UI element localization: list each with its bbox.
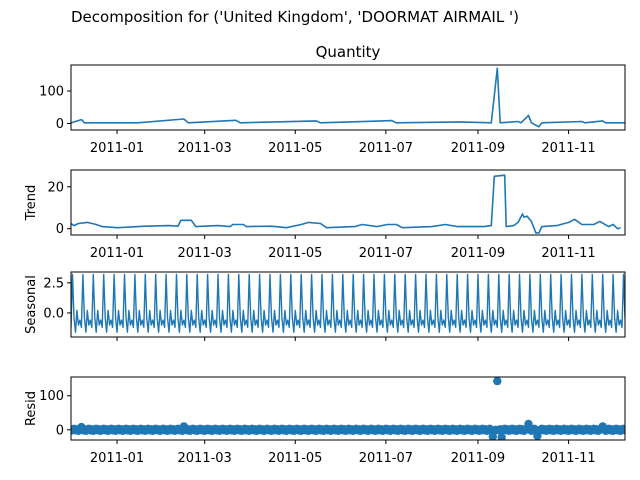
- subplot-2: 0 20 2011-01 2011-03 2011-05 2011-07 2011-09 20…: [24, 169, 626, 261]
- plot-area: [71, 67, 625, 128]
- subplot-1: 0 100 2011-01 2011-03 2011-05 2011-07 2011-09 2…: [39, 43, 626, 156]
- y-axis-label: Resid: [24, 391, 39, 426]
- x-tick-label: 2011-11: [541, 451, 595, 466]
- subplot-4: 0 100 2011-01 2011-03 2011-05 2011-07 2011-09 2…: [24, 376, 626, 466]
- x-tick-label: 2011-01: [90, 246, 144, 261]
- x-tick-label: 2011-01: [90, 141, 144, 156]
- series-line: [71, 273, 625, 333]
- x-tick-label: 2011-07: [359, 246, 413, 261]
- axes-frame: [70, 271, 626, 338]
- plot-area: [71, 377, 625, 440]
- y-tick-label: 0: [56, 423, 64, 438]
- x-tick-label: 2011-05: [268, 141, 322, 156]
- y-tick-label: 0: [56, 222, 64, 237]
- x-tick-label: 2011-03: [178, 246, 232, 261]
- y-tick-label: 0.0: [43, 306, 64, 321]
- resid-point: [620, 426, 625, 435]
- axes-frame: [70, 376, 626, 441]
- x-tick-label: 2011-05: [268, 246, 322, 261]
- y-axis-label: Trend: [24, 185, 39, 222]
- resid-point: [493, 377, 502, 386]
- x-tick-label: 2011-09: [451, 451, 505, 466]
- resid-point: [497, 433, 506, 440]
- y-tick-label: 100: [39, 389, 64, 404]
- x-tick-label: 2011-11: [541, 141, 595, 156]
- y-axis-label: Seasonal: [24, 275, 39, 334]
- y-tick-label: 20: [47, 180, 64, 195]
- series-line: [71, 174, 621, 234]
- subplot-3: 0.0 2.5 Seasonal: [24, 271, 626, 341]
- plot-area: [71, 174, 621, 234]
- x-tick-label: 2011-09: [451, 246, 505, 261]
- axes-frame: [70, 64, 626, 131]
- figure-suptitle: Decomposition for ('United Kingdom', 'DO…: [71, 8, 519, 26]
- x-tick-label: 2011-11: [541, 246, 595, 261]
- y-tick-label: 2.5: [43, 276, 64, 291]
- y-tick-label: 100: [39, 85, 64, 100]
- x-tick-label: 2011-07: [359, 451, 413, 466]
- subplot-title: Quantity: [316, 43, 381, 61]
- series-line: [71, 67, 625, 128]
- plot-area: [71, 273, 625, 333]
- x-tick-label: 2011-07: [359, 141, 413, 156]
- subplot-panels: 0 100 2011-01 2011-03 2011-05 2011-07 2011-09 2…: [24, 43, 626, 466]
- x-tick-label: 2011-03: [178, 141, 232, 156]
- x-tick-label: 2011-09: [451, 141, 505, 156]
- y-tick-label: 0: [56, 117, 64, 132]
- axes-frame: [70, 169, 626, 236]
- x-tick-label: 2011-03: [178, 451, 232, 466]
- x-tick-label: 2011-01: [90, 451, 144, 466]
- x-tick-label: 2011-05: [268, 451, 322, 466]
